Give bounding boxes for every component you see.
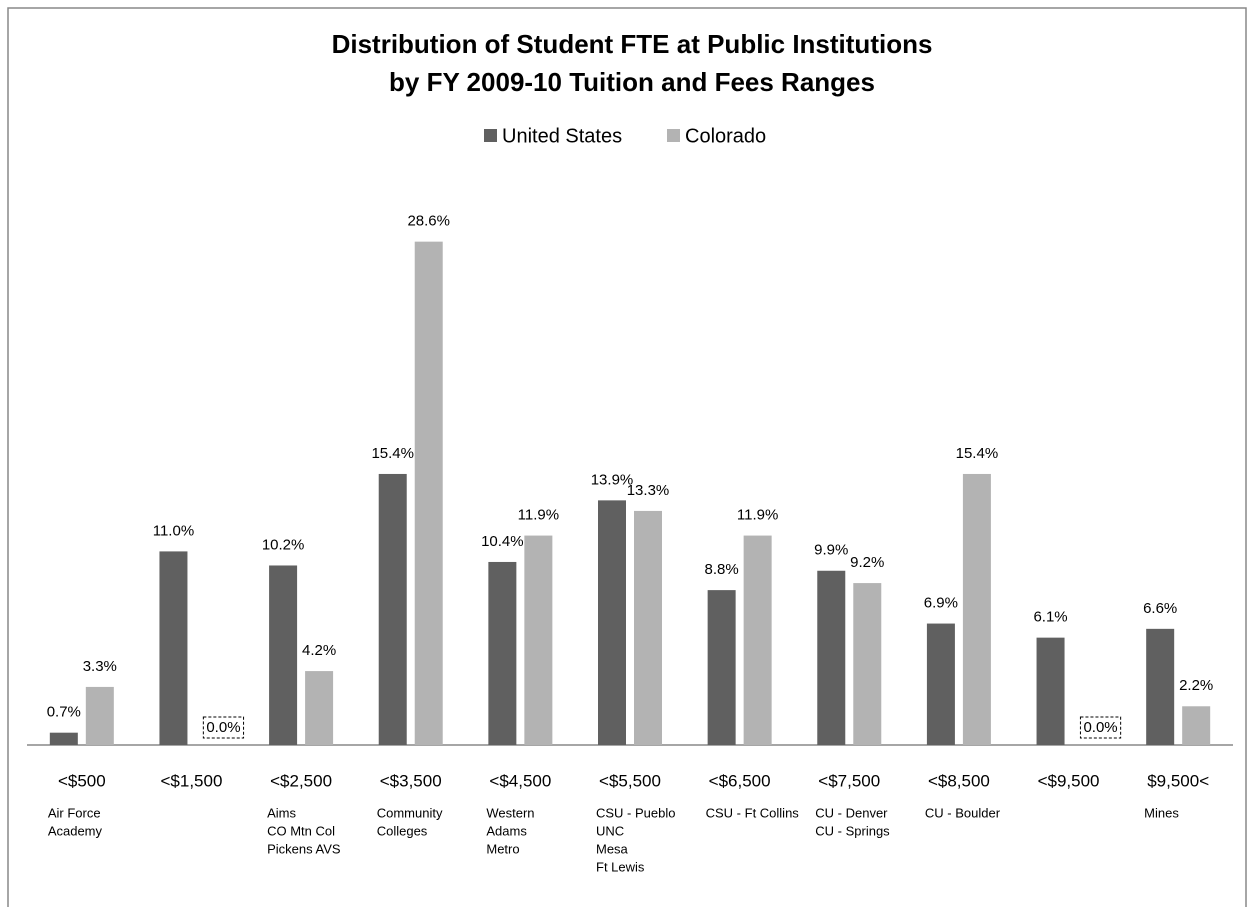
bar	[707, 590, 736, 745]
legend-label: United States	[502, 125, 622, 147]
x-tick-label: <$3,500	[380, 771, 442, 790]
chart-title: Distribution of Student FTE at Public In…	[332, 29, 933, 59]
category-note: Air Force	[48, 805, 101, 820]
x-tick-label: <$5,500	[599, 771, 661, 790]
bar	[962, 473, 991, 745]
x-tick-label: <$8,500	[928, 771, 990, 790]
x-tick-label: <$2,500	[270, 771, 332, 790]
data-label: 4.2%	[302, 642, 336, 659]
x-tick-label: <$4,500	[489, 771, 551, 790]
x-tick-label: <$6,500	[709, 771, 771, 790]
data-label: 9.9%	[814, 542, 848, 559]
category-note: CU - Boulder	[925, 805, 1001, 820]
category-note: CU - Denver	[815, 805, 888, 820]
category-note: UNC	[596, 823, 624, 838]
category-note: Colleges	[377, 823, 428, 838]
category-note: Ft Lewis	[596, 859, 645, 874]
data-label: 15.4%	[371, 445, 414, 462]
x-tick-label: <$500	[58, 771, 106, 790]
data-label: 6.9%	[924, 595, 958, 612]
bar	[1182, 706, 1211, 745]
bar	[85, 686, 114, 745]
category-note: Western	[486, 805, 534, 820]
data-label: 6.6%	[1143, 600, 1177, 617]
data-label: 0.0%	[206, 719, 240, 736]
category-note: CSU - Ft Collins	[706, 805, 800, 820]
category-note: Adams	[486, 823, 527, 838]
bar	[49, 732, 78, 745]
data-label: 13.9%	[591, 471, 634, 488]
bar	[488, 561, 517, 745]
data-label: 3.3%	[83, 658, 117, 675]
data-label: 10.4%	[481, 533, 524, 550]
bar	[159, 551, 188, 745]
bar	[1146, 628, 1175, 745]
category-note: CU - Springs	[815, 823, 890, 838]
legend-swatch	[484, 129, 497, 142]
category-note: CSU - Pueblo	[596, 805, 675, 820]
category-note: Academy	[48, 823, 103, 838]
data-label: 8.8%	[705, 561, 739, 578]
category-note: Mines	[1144, 805, 1179, 820]
x-tick-label: <$7,500	[818, 771, 880, 790]
data-label-box	[1079, 716, 1122, 739]
data-label: 6.1%	[1033, 609, 1067, 626]
bar	[817, 570, 846, 745]
bar	[926, 623, 955, 745]
category-note: Pickens AVS	[267, 841, 341, 856]
data-label: 28.6%	[407, 213, 450, 230]
bar	[305, 671, 334, 745]
data-label: 11.0%	[153, 522, 194, 539]
bar	[853, 583, 882, 745]
data-label: 15.4%	[956, 445, 999, 462]
x-tick-label: <$9,500	[1038, 771, 1100, 790]
category-note: Community	[377, 805, 443, 820]
data-label: 0.7%	[47, 704, 81, 721]
data-label: 10.2%	[262, 536, 305, 553]
chart-frame	[7, 7, 1247, 907]
legend-label: Colorado	[685, 125, 766, 147]
bar	[743, 535, 772, 745]
bar	[634, 510, 662, 745]
legend-swatch	[667, 129, 680, 142]
data-label-box	[202, 716, 245, 739]
bar	[598, 500, 626, 745]
x-tick-label: $9,500<	[1147, 771, 1209, 790]
bar	[524, 535, 553, 745]
bar	[269, 565, 298, 745]
x-tick-label: <$1,500	[160, 771, 222, 790]
bar	[1036, 637, 1065, 745]
bar	[378, 473, 407, 745]
data-label: 13.3%	[627, 482, 670, 499]
category-note: Mesa	[596, 841, 629, 856]
data-label: 11.9%	[737, 507, 778, 524]
category-note: CO Mtn Col	[267, 823, 335, 838]
category-note: Aims	[267, 805, 296, 820]
bar	[414, 241, 443, 745]
data-label: 11.9%	[518, 507, 559, 524]
data-label: 0.0%	[1083, 719, 1117, 736]
data-label: 9.2%	[850, 554, 884, 571]
category-note: Metro	[486, 841, 519, 856]
data-label: 2.2%	[1179, 677, 1213, 694]
chart-title: by FY 2009-10 Tuition and Fees Ranges	[389, 67, 875, 97]
